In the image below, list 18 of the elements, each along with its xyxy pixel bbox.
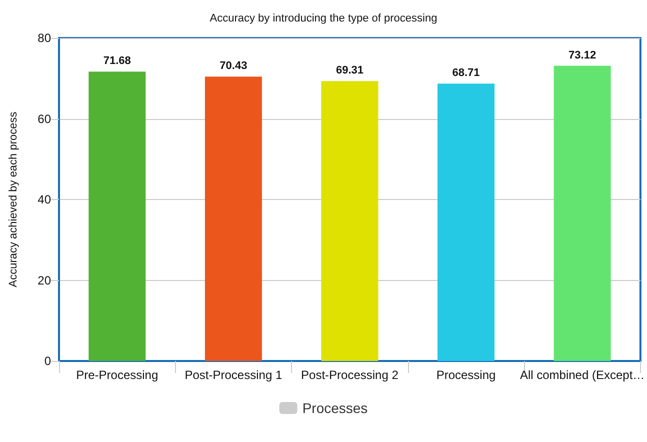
data-label: 70.43: [220, 60, 248, 72]
y-tick-label: 20: [38, 273, 52, 288]
chart-title: Accuracy by introducing the type of processing: [210, 12, 438, 24]
y-tick-label: 60: [38, 112, 52, 126]
data-label: 69.31: [336, 64, 364, 77]
text: Processes: [302, 400, 368, 416]
x-tick-label: Processing: [436, 368, 496, 382]
y-tick-label: 0: [44, 354, 52, 368]
data-label: 68.71: [452, 67, 480, 80]
y-tick-label: 80: [38, 31, 52, 45]
x-tick-label: Post-Processing 1: [184, 368, 282, 382]
x-tick-label: All combined (Except…: [520, 368, 645, 382]
data-label: 73.12: [568, 49, 596, 62]
x-tick-label: Post-Processing 2: [301, 368, 399, 382]
data-label: 71.68: [103, 55, 131, 68]
x-tick-label: Pre-Processing: [76, 368, 158, 382]
y-tick-label: 40: [38, 192, 52, 206]
y-axis-title: Accuracy achieved by each process: [8, 111, 20, 288]
